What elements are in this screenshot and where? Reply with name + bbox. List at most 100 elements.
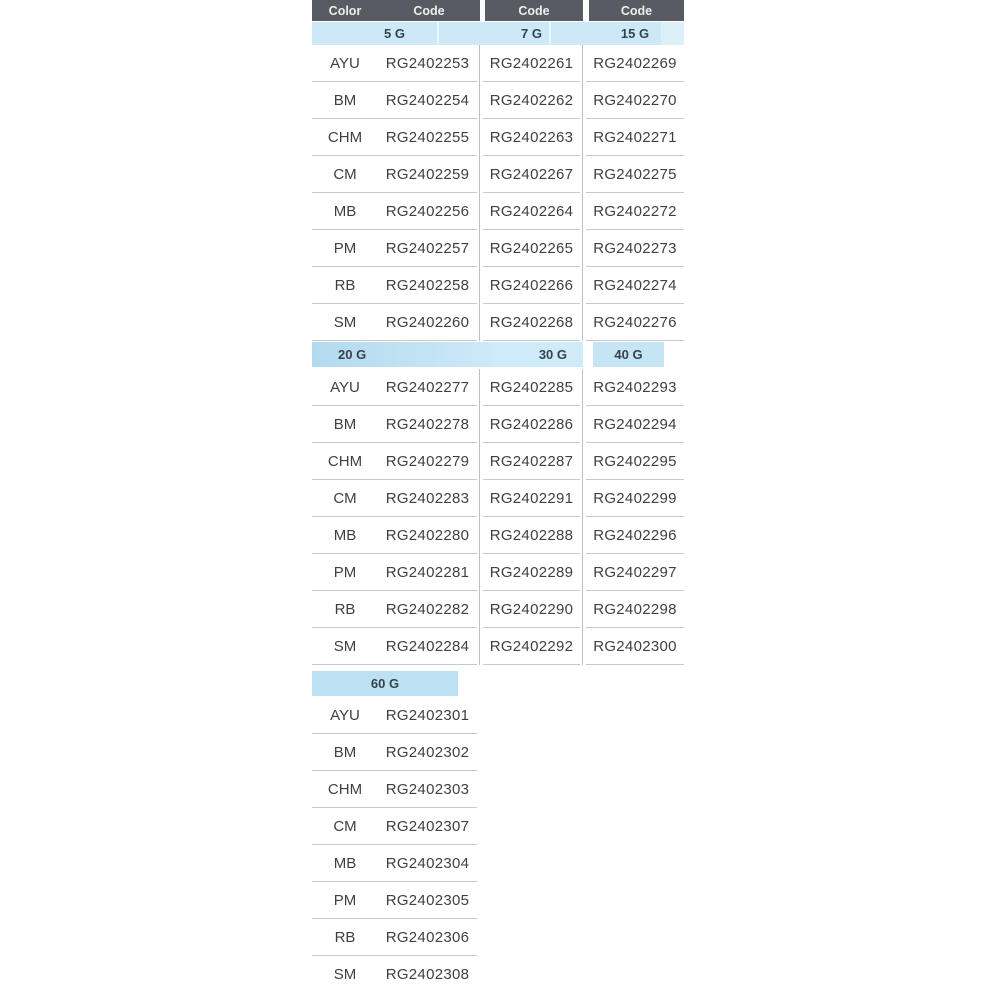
table-row: PM RG2402281 RG2402289 RG2402297	[312, 554, 684, 591]
code-cell: RG2402299	[586, 480, 684, 517]
color-cell: SM	[333, 313, 357, 331]
code-cell: RG2402287	[483, 443, 580, 480]
color-cell: RB	[334, 276, 356, 294]
color-cell: AYU	[330, 378, 360, 396]
table-row: RB RG2402258 RG2402266 RG2402274	[312, 267, 684, 304]
color-cell: MB	[333, 526, 357, 544]
table-row: SM RG2402284 RG2402292 RG2402300	[312, 628, 684, 665]
code-column-header: Code	[620, 3, 653, 18]
code-cell: RG2402257	[385, 239, 470, 257]
code-cell: RG2402292	[483, 628, 580, 665]
code-cell: RG2402261	[483, 45, 580, 82]
code-cell: RG2402306	[385, 928, 470, 946]
column-divider-line	[582, 45, 583, 341]
column-divider-line	[479, 369, 480, 665]
code-cell: RG2402274	[586, 267, 684, 304]
code-cell: RG2402282	[385, 600, 470, 618]
code-cell: RG2402277	[385, 378, 470, 396]
table-row: PM RG2402257 RG2402265 RG2402273	[312, 230, 684, 267]
color-cell: MB	[333, 202, 357, 220]
code-cell: RG2402253	[385, 54, 470, 72]
header-cell-code-3: Code	[589, 0, 684, 21]
color-cell: AYU	[330, 54, 360, 72]
table-section-60g: AYU RG2402301 BM RG2402302 CHM RG2402303 CM…	[312, 697, 684, 993]
table-section-5g-7g-15g: AYU RG2402253 RG2402261 RG2402269 BM RG240…	[312, 45, 684, 341]
code-cell: RG2402294	[586, 406, 684, 443]
code-cell: RG2402276	[586, 304, 684, 341]
code-cell: RG2402266	[483, 267, 580, 304]
table-row: BM RG2402254 RG2402262 RG2402270	[312, 82, 684, 119]
code-cell: RG2402304	[385, 854, 470, 872]
weight-label-7g: 7 G	[521, 26, 542, 41]
code-cell: RG2402307	[385, 817, 470, 835]
code-cell: RG2402262	[483, 82, 580, 119]
code-cell: RG2402270	[586, 82, 684, 119]
code-cell: RG2402255	[385, 128, 470, 146]
table-row: AYU RG2402277 RG2402285 RG2402293	[312, 369, 684, 406]
color-cell: AYU	[330, 706, 360, 724]
color-cell: BM	[333, 743, 357, 761]
color-cell: CHM	[327, 128, 363, 146]
color-cell: SM	[333, 966, 357, 983]
weight-label-20g: 20 G	[312, 342, 493, 367]
table-header-row: Color Code Code Code	[312, 0, 684, 21]
header-cell-code-2: Code	[485, 0, 583, 21]
code-cell: RG2402265	[483, 230, 580, 267]
color-cell: BM	[333, 415, 357, 433]
table-row: SM RG2402308	[312, 956, 684, 993]
table-row: AYU RG2402253 RG2402261 RG2402269	[312, 45, 684, 82]
code-cell: RG2402264	[483, 193, 580, 230]
code-cell: RG2402283	[385, 489, 470, 507]
color-cell: BM	[333, 91, 357, 109]
code-cell: RG2402281	[385, 563, 470, 581]
weight-label-40g: 40 G	[593, 342, 664, 367]
code-cell: RG2402267	[483, 156, 580, 193]
code-cell: RG2402284	[385, 637, 470, 655]
code-column-header: Code	[413, 3, 445, 18]
code-cell: RG2402296	[586, 517, 684, 554]
subheader-separator	[549, 22, 551, 45]
code-cell: RG2402298	[586, 591, 684, 628]
code-cell: RG2402278	[385, 415, 470, 433]
code-cell: RG2402260	[385, 313, 470, 331]
code-cell: RG2402295	[586, 443, 684, 480]
code-cell: RG2402301	[385, 706, 470, 724]
weight-subheader-row: 5 G 7 G 15 G	[312, 22, 684, 45]
code-cell: RG2402289	[483, 554, 580, 591]
table-row: RB RG2402282 RG2402290 RG2402298	[312, 591, 684, 628]
color-cell: CHM	[327, 780, 363, 798]
code-cell: RG2402286	[483, 406, 580, 443]
code-cell: RG2402279	[385, 452, 470, 470]
table-row: SM RG2402260 RG2402268 RG2402276	[312, 304, 684, 341]
weight-label-15g: 15 G	[620, 26, 650, 41]
table-row: CM RG2402259 RG2402267 RG2402275	[312, 156, 684, 193]
subheader-separator	[437, 22, 439, 45]
weight-band-row: 60 G	[312, 671, 684, 696]
code-cell: RG2402280	[385, 526, 470, 544]
table-row: CHM RG2402255 RG2402263 RG2402271	[312, 119, 684, 156]
table-row: MB RG2402280 RG2402288 RG2402296	[312, 517, 684, 554]
code-cell: RG2402272	[586, 193, 684, 230]
code-cell: RG2402268	[483, 304, 580, 341]
code-cell: RG2402291	[483, 480, 580, 517]
column-divider-line	[582, 369, 583, 665]
table-row: BM RG2402302	[312, 734, 684, 771]
weight-label-5g: 5 G	[384, 26, 405, 41]
color-cell: CM	[333, 817, 357, 835]
code-cell: RG2402300	[586, 628, 684, 665]
code-cell: RG2402293	[586, 369, 684, 406]
code-cell: RG2402258	[385, 276, 470, 294]
color-cell: PM	[333, 563, 357, 581]
table-row: PM RG2402305	[312, 882, 684, 919]
code-cell: RG2402285	[483, 369, 580, 406]
color-column-header: Color	[328, 3, 362, 18]
code-cell: RG2402297	[586, 554, 684, 591]
table-row: CHM RG2402279 RG2402287 RG2402295	[312, 443, 684, 480]
code-cell: RG2402308	[385, 966, 470, 983]
color-cell: SM	[333, 637, 357, 655]
table-row: CM RG2402283 RG2402291 RG2402299	[312, 480, 684, 517]
code-cell: RG2402273	[586, 230, 684, 267]
code-cell: RG2402269	[586, 45, 684, 82]
code-cell: RG2402254	[385, 91, 470, 109]
code-cell: RG2402303	[385, 780, 470, 798]
